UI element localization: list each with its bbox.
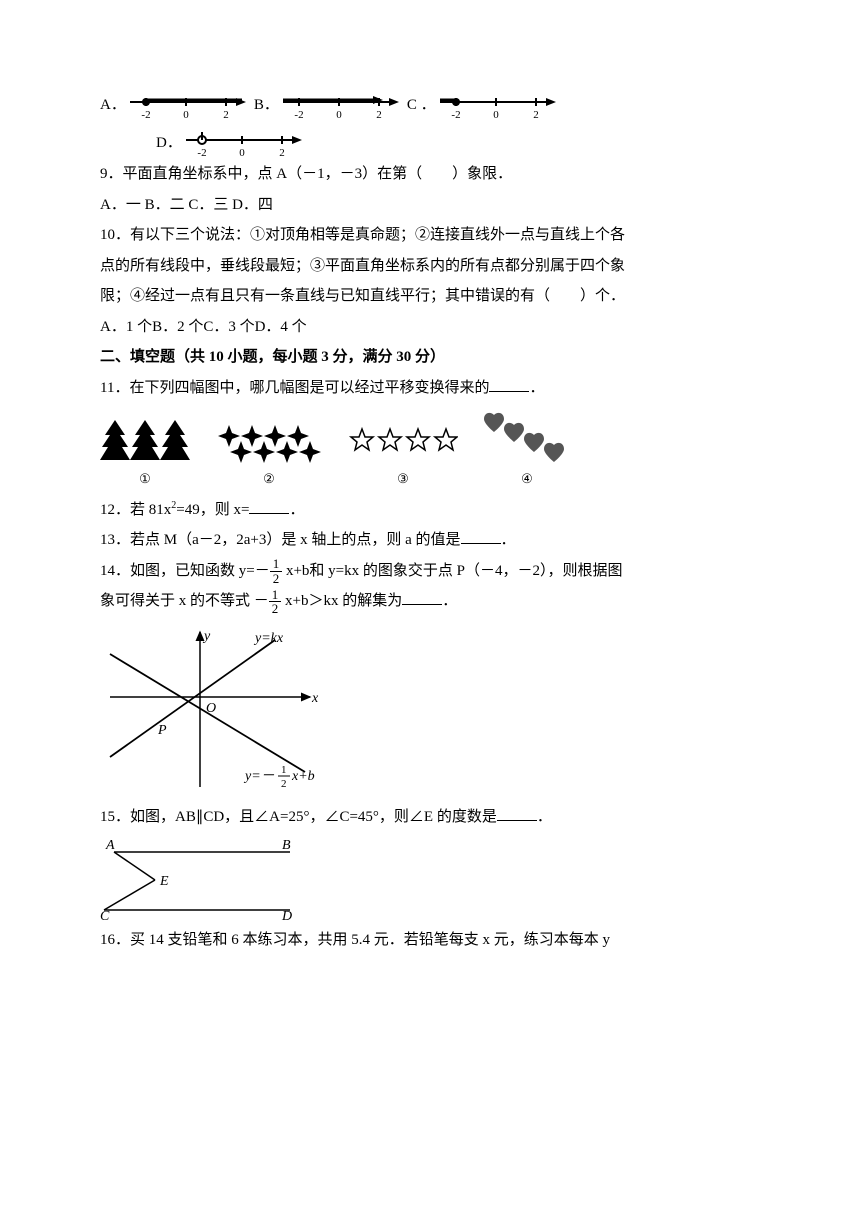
q11-text: 11．在下列四幅图中，哪几幅图是可以经过平移变换得来的． bbox=[100, 374, 760, 403]
q14-l2a: 象可得关于 x 的不等式 － bbox=[100, 593, 269, 609]
q11-label-3: ③ bbox=[397, 467, 409, 492]
q8-option-d: D． -2 0 2 bbox=[156, 128, 302, 158]
svg-text:2: 2 bbox=[533, 109, 539, 120]
q8-c-label: C ． bbox=[407, 91, 436, 120]
q8-b-label: B． bbox=[254, 91, 279, 120]
q10-line3: 限；④经过一点有且只有一条直线与已知直线平行；其中错误的有（ ）个． bbox=[100, 282, 760, 311]
q11-label-2: ② bbox=[263, 467, 275, 492]
svg-text:D: D bbox=[281, 909, 292, 920]
q8-d-label: D． bbox=[156, 129, 182, 158]
svg-text:2: 2 bbox=[223, 109, 229, 120]
q8-a-label: A． bbox=[100, 91, 126, 120]
q15-stem: 15．如图，AB∥CD，且∠A=25°，∠C=45°，则∠E 的度数是 bbox=[100, 809, 497, 825]
q11-fig-4: ④ bbox=[482, 410, 572, 492]
q12: 12．若 81x2=49，则 x=． bbox=[100, 496, 760, 525]
svg-text:y=kx: y=kx bbox=[253, 631, 284, 646]
q9-options: A．一 B．二 C．三 D．四 bbox=[100, 191, 760, 220]
q15-blank bbox=[497, 806, 537, 821]
numline-b-icon: -2 0 2 bbox=[279, 90, 399, 120]
svg-text:-2: -2 bbox=[141, 109, 150, 120]
svg-text:0: 0 bbox=[183, 109, 189, 120]
q11-blank bbox=[489, 377, 529, 392]
q11-label-4: ④ bbox=[521, 467, 533, 492]
q14-blank bbox=[402, 590, 442, 605]
svg-text:0: 0 bbox=[336, 109, 342, 120]
svg-text:C: C bbox=[100, 909, 110, 920]
section-2-heading: 二、填空题（共 10 小题，每小题 3 分，满分 30 分） bbox=[100, 343, 760, 372]
q14-graph: y x O y=kx P y=－ 1 2 x+b bbox=[100, 622, 760, 797]
q15: 15．如图，AB∥CD，且∠A=25°，∠C=45°，则∠E 的度数是． bbox=[100, 803, 760, 832]
q12-blank bbox=[249, 499, 289, 514]
svg-text:0: 0 bbox=[239, 147, 245, 158]
svg-text:y=－: y=－ bbox=[243, 769, 275, 784]
q14-line2: 象可得关于 x 的不等式 －12 x+b＞kx 的解集为． bbox=[100, 587, 760, 616]
q11-label-1: ① bbox=[139, 467, 151, 492]
q14-l1b: x+b和 y=kx 的图象交于点 P（－4，－2），则根据图 bbox=[282, 563, 622, 579]
svg-text:A: A bbox=[105, 838, 115, 853]
q14-l2b-a: x+b＞kx 的解集为 bbox=[281, 593, 402, 609]
q15-diagram: A B C D E bbox=[100, 838, 760, 920]
svg-text:P: P bbox=[157, 723, 167, 738]
svg-text:E: E bbox=[159, 874, 169, 889]
q10-line2: 点的所有线段中，垂线段最短；③平面直角坐标系内的所有点都分别属于四个象 bbox=[100, 252, 760, 281]
q12-a: 12．若 81x bbox=[100, 502, 171, 518]
svg-text:x: x bbox=[311, 691, 319, 706]
svg-text:0: 0 bbox=[493, 109, 499, 120]
fraction-half-icon: 12 bbox=[270, 557, 283, 585]
q12-b: =49，则 x= bbox=[176, 502, 249, 518]
trees-icon bbox=[100, 415, 190, 465]
svg-text:1: 1 bbox=[281, 764, 287, 776]
svg-text:B: B bbox=[282, 838, 291, 853]
graph-icon: y x O y=kx P y=－ 1 2 x+b bbox=[100, 622, 330, 797]
svg-text:-2: -2 bbox=[451, 109, 460, 120]
fraction-half-icon-2: 12 bbox=[269, 588, 282, 616]
q14-l1a: 14．如图，已知函数 y=－ bbox=[100, 563, 270, 579]
q8-options: A． -2 0 2 B． -2 0 2 C ． bbox=[100, 90, 760, 158]
q11-fig-1: ① bbox=[100, 415, 190, 492]
q11-stem: 11．在下列四幅图中，哪几幅图是可以经过平移变换得来的 bbox=[100, 380, 489, 396]
q8-option-b: B． -2 0 2 bbox=[254, 90, 399, 120]
numline-c-icon: -2 0 2 bbox=[436, 90, 556, 120]
svg-text:x+b: x+b bbox=[291, 769, 315, 784]
q8-option-c: C ． -2 0 2 bbox=[407, 90, 556, 120]
svg-text:-2: -2 bbox=[197, 147, 206, 158]
q11-fig-3: ③ bbox=[348, 425, 458, 492]
stars4-icon bbox=[214, 415, 324, 465]
svg-text:2: 2 bbox=[376, 109, 382, 120]
q16: 16．买 14 支铅笔和 6 本练习本，共用 5.4 元．若铅笔每支 x 元，练… bbox=[100, 926, 760, 955]
svg-text:y: y bbox=[202, 629, 211, 644]
q10-options: A．1 个B．2 个C．3 个D．4 个 bbox=[100, 313, 760, 342]
svg-text:2: 2 bbox=[279, 147, 285, 158]
q13-blank bbox=[461, 529, 501, 544]
stars5-icon bbox=[348, 425, 458, 465]
angle-diagram-icon: A B C D E bbox=[100, 838, 300, 920]
q9-text: 9．平面直角坐标系中，点 A（－1，－3）在第（ ）象限． bbox=[100, 160, 760, 189]
q12-tail: ． bbox=[289, 502, 304, 518]
q13: 13．若点 M（a－2，2a+3）是 x 轴上的点，则 a 的值是． bbox=[100, 526, 760, 555]
svg-text:O: O bbox=[206, 701, 216, 716]
q11-figures: ① ② ③ bbox=[100, 410, 760, 492]
numline-a-icon: -2 0 2 bbox=[126, 90, 246, 120]
numline-d-icon: -2 0 2 bbox=[182, 128, 302, 158]
svg-text:-2: -2 bbox=[294, 109, 303, 120]
q14-line1: 14．如图，已知函数 y=－12 x+b和 y=kx 的图象交于点 P（－4，－… bbox=[100, 557, 760, 586]
q11-fig-2: ② bbox=[214, 415, 324, 492]
svg-text:2: 2 bbox=[281, 778, 287, 790]
hearts-icon bbox=[482, 410, 572, 465]
q10-line1: 10．有以下三个说法：①对顶角相等是真命题；②连接直线外一点与直线上个各 bbox=[100, 221, 760, 250]
q8-option-a: A． -2 0 2 bbox=[100, 90, 246, 120]
q13-stem: 13．若点 M（a－2，2a+3）是 x 轴上的点，则 a 的值是 bbox=[100, 532, 461, 548]
